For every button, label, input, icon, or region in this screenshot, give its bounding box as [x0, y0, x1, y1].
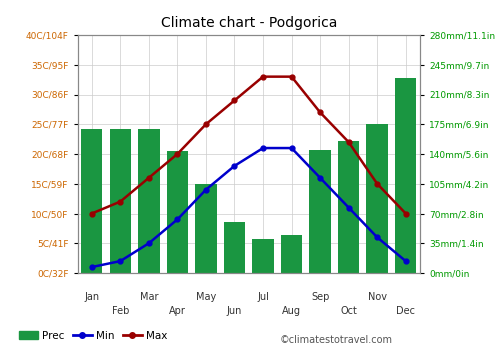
Text: Mar: Mar: [140, 292, 158, 302]
Title: Climate chart - Podgorica: Climate chart - Podgorica: [160, 16, 337, 30]
Bar: [281, 235, 302, 273]
Text: Nov: Nov: [368, 292, 386, 302]
Bar: [395, 77, 416, 273]
Bar: [338, 141, 359, 273]
Bar: [110, 128, 131, 273]
Bar: [252, 239, 274, 273]
Bar: [310, 150, 331, 273]
Text: Oct: Oct: [340, 306, 357, 316]
Bar: [138, 128, 160, 273]
Text: Jul: Jul: [257, 292, 269, 302]
Text: Dec: Dec: [396, 306, 415, 316]
Text: Aug: Aug: [282, 306, 301, 316]
Text: Sep: Sep: [311, 292, 330, 302]
Text: Feb: Feb: [112, 306, 129, 316]
Text: May: May: [196, 292, 216, 302]
Bar: [166, 152, 188, 273]
Text: Jan: Jan: [84, 292, 100, 302]
Bar: [366, 124, 388, 273]
Text: ©climatestotravel.com: ©climatestotravel.com: [280, 335, 393, 345]
Bar: [81, 128, 102, 273]
Text: Jun: Jun: [227, 306, 242, 316]
Legend: Prec, Min, Max: Prec, Min, Max: [15, 327, 171, 345]
Text: Apr: Apr: [169, 306, 186, 316]
Bar: [195, 184, 216, 273]
Bar: [224, 222, 245, 273]
